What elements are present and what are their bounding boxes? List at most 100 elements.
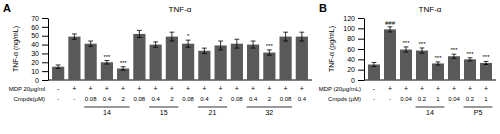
error-bar — [283, 32, 288, 41]
tick-label: 20 — [347, 66, 355, 73]
error-line — [234, 48, 239, 49]
y-axis: 010203040506070 — [31, 15, 48, 84]
row-value: - — [73, 96, 75, 102]
row-value: + — [89, 85, 93, 92]
row-value: - — [57, 96, 59, 102]
row-value: 0.04 — [448, 96, 460, 102]
row-value: + — [137, 85, 141, 92]
annotation: *** — [266, 43, 274, 49]
tick: 40 — [31, 41, 48, 48]
error-line — [236, 39, 237, 48]
tick: 100 — [343, 25, 364, 32]
tick: 60 — [31, 24, 48, 31]
annotation: *** — [418, 41, 426, 47]
error-line — [139, 30, 140, 37]
tick-label: 80 — [347, 35, 355, 42]
axis-line — [364, 19, 365, 81]
error-line — [121, 66, 126, 67]
tick: 80 — [347, 35, 364, 42]
row-value: + — [235, 85, 239, 92]
bar — [296, 37, 308, 80]
row-value: + — [72, 85, 76, 92]
bar — [85, 44, 97, 80]
row-value: 1 — [436, 96, 440, 102]
error-line — [186, 40, 191, 41]
panel-label: B — [319, 2, 327, 14]
tick: 20 — [31, 59, 48, 66]
row-value: 0.08 — [280, 96, 292, 102]
tick-mark — [42, 62, 48, 63]
error-bar — [104, 61, 109, 65]
tick-label: 60 — [31, 24, 39, 31]
error-line — [420, 47, 425, 48]
error-line — [374, 62, 375, 66]
row-value: + — [404, 85, 408, 92]
group-bracket — [464, 107, 493, 108]
group-label: 15 — [160, 109, 168, 116]
bar — [231, 44, 243, 80]
group-label: 14 — [426, 109, 434, 116]
annotation: *** — [482, 54, 490, 60]
row-value: 0.2 — [466, 96, 475, 102]
axis-line — [48, 19, 49, 81]
error-line — [188, 40, 189, 47]
error-line — [468, 57, 473, 58]
error-bar — [388, 27, 393, 32]
row-value: + — [186, 85, 190, 92]
error-line — [484, 61, 489, 62]
title: TNF-α — [169, 5, 192, 14]
row-value: 2 — [219, 96, 223, 102]
error-line — [468, 60, 473, 61]
tick: 0 — [35, 77, 48, 84]
error-line — [234, 39, 239, 40]
row-value: + — [300, 85, 304, 92]
tick-mark — [42, 36, 48, 37]
error-line — [267, 49, 272, 50]
tick-mark — [358, 39, 364, 40]
row-value: + — [468, 85, 472, 92]
row-value: 2 — [268, 96, 272, 102]
panel: 010203040506070**********TNF-αATNF-α (ng… — [3, 2, 312, 116]
row-value: 0.08 — [231, 96, 243, 102]
error-line — [420, 53, 425, 54]
row-value: - — [373, 85, 376, 92]
error-line — [390, 27, 391, 32]
bar — [368, 65, 380, 81]
bar — [432, 63, 444, 80]
error-bar — [56, 65, 61, 69]
bar — [384, 29, 396, 80]
tick-label: 120 — [343, 15, 355, 22]
row-value: 0.04 — [400, 96, 412, 102]
error-line — [372, 66, 377, 67]
error-bar — [299, 32, 304, 41]
row-value: 0.2 — [418, 96, 427, 102]
error-line — [301, 32, 302, 41]
row-value: - — [373, 96, 375, 102]
row-value: 2 — [170, 96, 174, 102]
bar — [166, 37, 178, 80]
error-bar — [436, 62, 441, 65]
tick-label: 40 — [31, 41, 39, 48]
annotation: *** — [434, 55, 442, 61]
error-bar — [484, 61, 489, 64]
tick-mark — [358, 18, 364, 19]
error-line — [470, 58, 471, 61]
error-bar — [88, 41, 93, 46]
figure: 010203040506070**********TNF-αATNF-α (ng… — [0, 0, 500, 134]
tick-label: 30 — [31, 50, 39, 57]
error-line — [299, 32, 304, 33]
error-line — [169, 32, 174, 33]
error-bar — [468, 58, 473, 61]
row-value: - — [389, 96, 391, 102]
error-line — [251, 48, 256, 49]
error-bar — [420, 48, 425, 53]
row-value: 0.08 — [85, 96, 97, 102]
row-value: 0.4 — [200, 96, 209, 102]
error-line — [283, 32, 288, 33]
row-value: 0.4 — [249, 96, 258, 102]
error-line — [74, 34, 75, 39]
group-bracket — [198, 107, 227, 108]
error-line — [88, 46, 93, 47]
group-bracket — [247, 107, 292, 108]
error-line — [106, 61, 107, 65]
